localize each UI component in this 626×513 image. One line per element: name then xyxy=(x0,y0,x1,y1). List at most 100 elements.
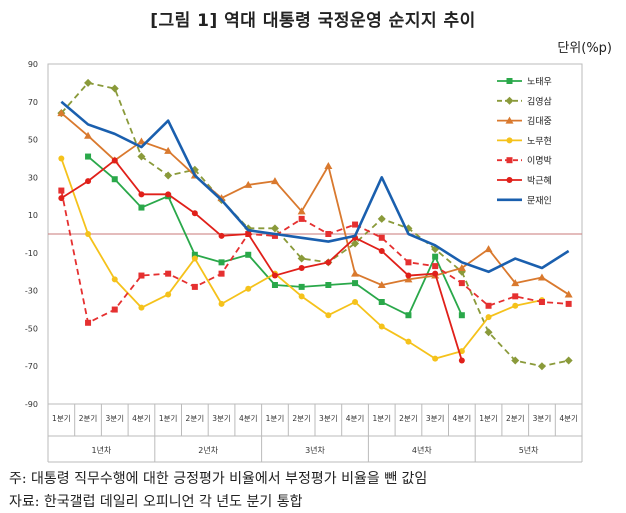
data-point xyxy=(484,328,493,337)
data-point xyxy=(218,232,225,239)
data-point xyxy=(352,280,359,287)
data-point xyxy=(298,215,305,222)
y-tick-label: 50 xyxy=(28,136,38,145)
x-tick-label: 4분기 xyxy=(453,414,472,423)
data-point xyxy=(165,191,172,198)
data-point xyxy=(432,270,439,277)
data-point xyxy=(191,251,198,258)
data-point xyxy=(405,272,412,279)
data-point xyxy=(58,195,65,202)
data-point xyxy=(85,319,92,326)
data-point xyxy=(57,109,66,117)
x-tick-label: 1분기 xyxy=(479,414,498,423)
data-point xyxy=(537,273,546,281)
data-point xyxy=(85,231,92,237)
data-point xyxy=(378,234,385,241)
x-tick-label: 1분기 xyxy=(159,414,178,423)
data-point xyxy=(565,300,572,307)
data-point xyxy=(484,245,493,253)
series-line xyxy=(60,159,463,361)
data-point xyxy=(137,137,146,145)
year-group-label: 5년차 xyxy=(519,445,539,455)
data-point xyxy=(352,221,359,228)
data-point xyxy=(512,302,519,309)
x-tick-label: 2분기 xyxy=(186,414,205,423)
data-point xyxy=(245,251,252,258)
x-tick-label: 2분기 xyxy=(399,414,418,423)
data-point xyxy=(245,231,252,237)
footnote: 주: 대통령 직무수행에 대한 긍정평가 비율에서 부정평가 비율을 뺀 값임 xyxy=(9,471,428,487)
data-point xyxy=(458,357,465,364)
data-point xyxy=(458,312,465,319)
y-tick-label: -10 xyxy=(25,249,38,258)
data-point xyxy=(405,338,412,345)
data-point xyxy=(325,231,332,237)
x-tick-label: 2분기 xyxy=(292,414,311,423)
data-point xyxy=(218,259,225,266)
data-point xyxy=(325,259,332,266)
legend-label: 김대중 xyxy=(527,115,552,127)
data-point xyxy=(218,270,225,277)
y-tick-label: -70 xyxy=(25,362,38,371)
data-point xyxy=(564,356,573,365)
data-point xyxy=(270,177,279,185)
y-tick-label: -90 xyxy=(25,400,38,409)
data-point xyxy=(84,78,93,87)
x-tick-label: 4분기 xyxy=(346,414,365,423)
x-tick-label: 1분기 xyxy=(372,414,391,423)
series-line xyxy=(60,100,570,274)
x-tick-label: 1분기 xyxy=(52,414,71,423)
data-point xyxy=(110,84,119,93)
y-tick-label: -30 xyxy=(25,287,38,296)
data-point xyxy=(432,355,439,362)
data-point xyxy=(404,275,413,283)
data-point xyxy=(191,255,198,262)
line-chart: 90 70 50 30 10 -10 -30 -50 -70 -90 1분기 2분기 3분기 4분기 1분기… xyxy=(25,60,583,463)
data-point xyxy=(164,171,173,180)
data-point xyxy=(377,214,386,223)
y-tick-label: 90 xyxy=(28,60,38,69)
data-point xyxy=(111,157,118,164)
legend-label: 김영삼 xyxy=(527,95,552,107)
data-point xyxy=(137,152,146,161)
data-point xyxy=(244,180,253,188)
data-point xyxy=(512,293,519,300)
data-point xyxy=(138,272,145,279)
data-point xyxy=(325,312,332,319)
data-point xyxy=(351,239,360,248)
x-tick-label: 3분기 xyxy=(105,414,124,423)
x-tick-label: 2분기 xyxy=(79,414,98,423)
y-tick-label: -50 xyxy=(25,324,38,333)
data-point xyxy=(457,264,466,271)
data-point xyxy=(432,253,439,260)
x-tick-label: 3분기 xyxy=(212,414,231,423)
data-point xyxy=(378,299,385,305)
data-point xyxy=(506,157,513,164)
source-note: 자료: 한국갤럽 데일리 오피니언 각 년도 분기 통합 xyxy=(9,494,303,510)
data-point xyxy=(84,131,93,139)
data-point xyxy=(271,282,278,288)
data-point xyxy=(270,224,279,233)
data-point xyxy=(138,204,145,211)
legend-box xyxy=(490,72,572,218)
year-group-label: 2년차 xyxy=(198,445,218,455)
data-point xyxy=(458,280,465,287)
data-point xyxy=(325,282,332,288)
data-point xyxy=(298,265,305,271)
data-point xyxy=(191,283,198,290)
data-point xyxy=(538,299,545,305)
data-point xyxy=(564,290,573,298)
data-point xyxy=(58,155,65,162)
legend-label: 노무현 xyxy=(527,136,552,147)
unit-label: 단위(%p) xyxy=(557,41,612,56)
data-point xyxy=(432,263,439,270)
data-point xyxy=(506,177,513,183)
data-point xyxy=(111,276,118,283)
data-point xyxy=(298,283,305,290)
y-tick-label: 30 xyxy=(28,173,38,182)
data-point xyxy=(377,281,386,288)
data-point xyxy=(405,312,412,319)
year-group-label: 4년차 xyxy=(412,445,432,455)
data-point xyxy=(245,285,252,292)
legend-label: 문재인 xyxy=(527,195,552,206)
